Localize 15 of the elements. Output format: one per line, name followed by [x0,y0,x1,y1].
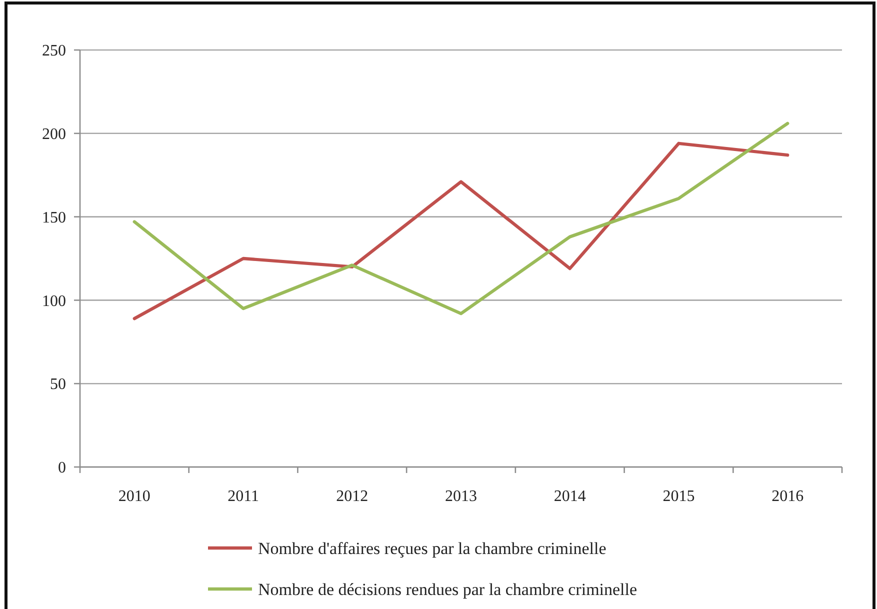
x-tick-label: 2012 [336,488,368,505]
x-tick-label: 2015 [662,488,695,505]
x-tick-label: 2011 [228,488,259,505]
y-tick-label: 50 [50,376,66,394]
x-tick-label: 2016 [772,488,804,505]
y-tick-label: 250 [42,42,66,60]
x-tick-label: 2010 [118,488,150,505]
x-tick-label: 2014 [554,488,586,505]
y-tick-label: 0 [58,460,66,477]
y-tick-label: 100 [42,292,66,310]
y-tick-label: 150 [42,209,66,226]
y-tick-label: 200 [42,126,66,143]
legend-label: Nombre d'affaires reçues par la chambre criminelle [258,538,606,558]
x-tick-label: 2013 [445,488,477,505]
legend-label: Nombre de décisions rendues par la chambre criminelle [258,580,638,599]
